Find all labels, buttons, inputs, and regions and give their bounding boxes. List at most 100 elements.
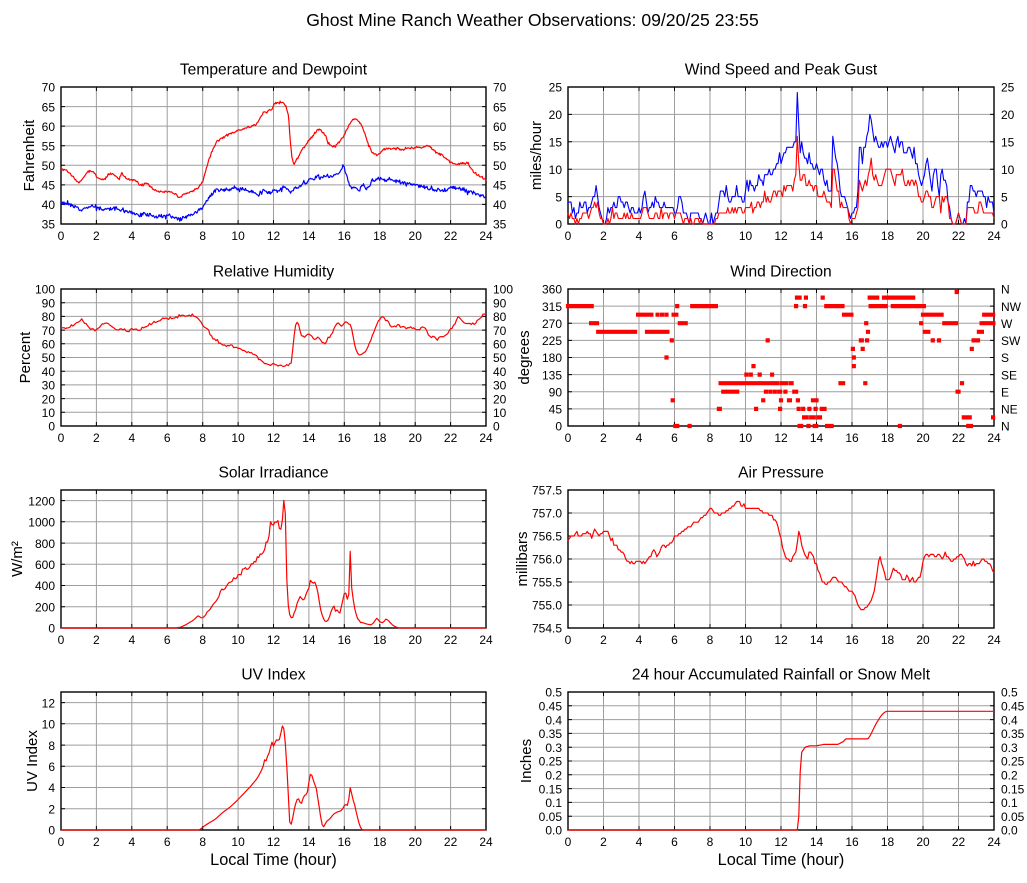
svg-text:360: 360	[542, 283, 562, 297]
svg-text:Percent: Percent	[17, 331, 34, 384]
svg-text:14: 14	[810, 431, 824, 445]
svg-text:1200: 1200	[28, 494, 55, 508]
svg-text:8: 8	[707, 431, 714, 445]
svg-text:Solar Irradiance: Solar Irradiance	[218, 465, 328, 482]
svg-text:6: 6	[671, 835, 678, 849]
svg-text:800: 800	[35, 537, 55, 551]
svg-text:10: 10	[231, 633, 245, 647]
svg-text:0: 0	[555, 420, 562, 434]
svg-text:225: 225	[542, 334, 562, 348]
svg-text:5: 5	[1001, 190, 1008, 204]
svg-text:70: 70	[42, 81, 56, 95]
svg-text:6: 6	[164, 431, 171, 445]
svg-text:SW: SW	[1001, 334, 1021, 348]
svg-text:N: N	[1001, 283, 1010, 297]
svg-text:8: 8	[199, 229, 206, 243]
svg-text:20: 20	[409, 229, 423, 243]
svg-text:0.35: 0.35	[539, 727, 563, 741]
svg-text:35: 35	[493, 218, 507, 232]
svg-text:2: 2	[93, 633, 100, 647]
svg-text:0: 0	[58, 229, 65, 243]
svg-text:45: 45	[42, 179, 56, 193]
svg-text:60: 60	[42, 120, 56, 134]
svg-text:20: 20	[916, 835, 930, 849]
svg-text:0.5: 0.5	[545, 686, 562, 700]
svg-text:315: 315	[542, 300, 562, 314]
svg-text:18: 18	[373, 633, 387, 647]
svg-text:14: 14	[810, 229, 824, 243]
svg-text:45: 45	[493, 179, 507, 193]
svg-text:12: 12	[774, 835, 788, 849]
svg-text:270: 270	[542, 317, 562, 331]
svg-text:24: 24	[479, 835, 493, 849]
svg-text:25: 25	[549, 81, 563, 95]
svg-text:12: 12	[267, 229, 281, 243]
svg-text:18: 18	[373, 431, 387, 445]
svg-text:W/m²: W/m²	[9, 541, 26, 577]
svg-text:4: 4	[636, 633, 643, 647]
svg-text:0: 0	[58, 431, 65, 445]
svg-text:756.0: 756.0	[532, 553, 562, 567]
svg-text:16: 16	[338, 835, 352, 849]
svg-text:2: 2	[93, 229, 100, 243]
svg-text:10: 10	[231, 835, 245, 849]
svg-text:90: 90	[493, 296, 507, 310]
svg-text:60: 60	[493, 338, 507, 352]
svg-text:Wind Speed and Peak Gust: Wind Speed and Peak Gust	[685, 62, 878, 79]
svg-text:Ghost Mine Ranch Weather Obser: Ghost Mine Ranch Weather Observations: 0…	[306, 10, 759, 30]
svg-text:0: 0	[48, 420, 55, 434]
svg-text:12: 12	[267, 633, 281, 647]
svg-text:20: 20	[1001, 108, 1015, 122]
svg-text:22: 22	[952, 633, 966, 647]
svg-text:16: 16	[845, 835, 859, 849]
svg-text:4: 4	[128, 835, 135, 849]
svg-text:24: 24	[987, 633, 1001, 647]
svg-text:8: 8	[199, 633, 206, 647]
svg-text:10: 10	[739, 835, 753, 849]
svg-text:24: 24	[479, 431, 493, 445]
svg-text:0: 0	[493, 420, 500, 434]
svg-text:0: 0	[1001, 218, 1008, 232]
svg-text:24: 24	[987, 835, 1001, 849]
svg-text:0: 0	[555, 218, 562, 232]
svg-text:18: 18	[881, 835, 895, 849]
svg-text:0.5: 0.5	[1001, 686, 1018, 700]
svg-text:0: 0	[565, 633, 572, 647]
svg-text:0.2: 0.2	[545, 769, 562, 783]
svg-text:14: 14	[302, 633, 316, 647]
svg-text:22: 22	[952, 835, 966, 849]
svg-text:0.4: 0.4	[1001, 713, 1018, 727]
svg-text:50: 50	[493, 159, 507, 173]
svg-text:0.45: 0.45	[539, 700, 563, 714]
svg-text:E: E	[1001, 385, 1009, 399]
svg-text:10: 10	[231, 431, 245, 445]
svg-text:10: 10	[231, 229, 245, 243]
svg-text:S: S	[1001, 351, 1009, 365]
svg-text:N: N	[1001, 420, 1010, 434]
svg-text:8: 8	[199, 835, 206, 849]
svg-text:16: 16	[338, 229, 352, 243]
svg-text:14: 14	[810, 633, 824, 647]
svg-text:15: 15	[1001, 136, 1015, 150]
svg-text:90: 90	[549, 385, 563, 399]
svg-text:40: 40	[42, 198, 56, 212]
svg-text:60: 60	[42, 338, 56, 352]
svg-text:0.4: 0.4	[545, 713, 562, 727]
svg-text:Relative Humidity: Relative Humidity	[213, 264, 335, 281]
svg-text:6: 6	[164, 229, 171, 243]
svg-text:24: 24	[479, 229, 493, 243]
svg-text:135: 135	[542, 368, 562, 382]
svg-text:18: 18	[373, 835, 387, 849]
svg-text:14: 14	[302, 835, 316, 849]
svg-text:millibars: millibars	[514, 531, 531, 586]
svg-text:8: 8	[48, 739, 55, 753]
svg-text:miles/hour: miles/hour	[528, 121, 545, 190]
svg-text:0.1: 0.1	[1001, 796, 1018, 810]
svg-text:2: 2	[93, 835, 100, 849]
svg-text:6: 6	[164, 633, 171, 647]
svg-text:18: 18	[881, 633, 895, 647]
svg-text:10: 10	[42, 718, 56, 732]
svg-text:25: 25	[1001, 81, 1015, 95]
svg-text:0.15: 0.15	[539, 782, 563, 796]
svg-text:2: 2	[600, 835, 607, 849]
